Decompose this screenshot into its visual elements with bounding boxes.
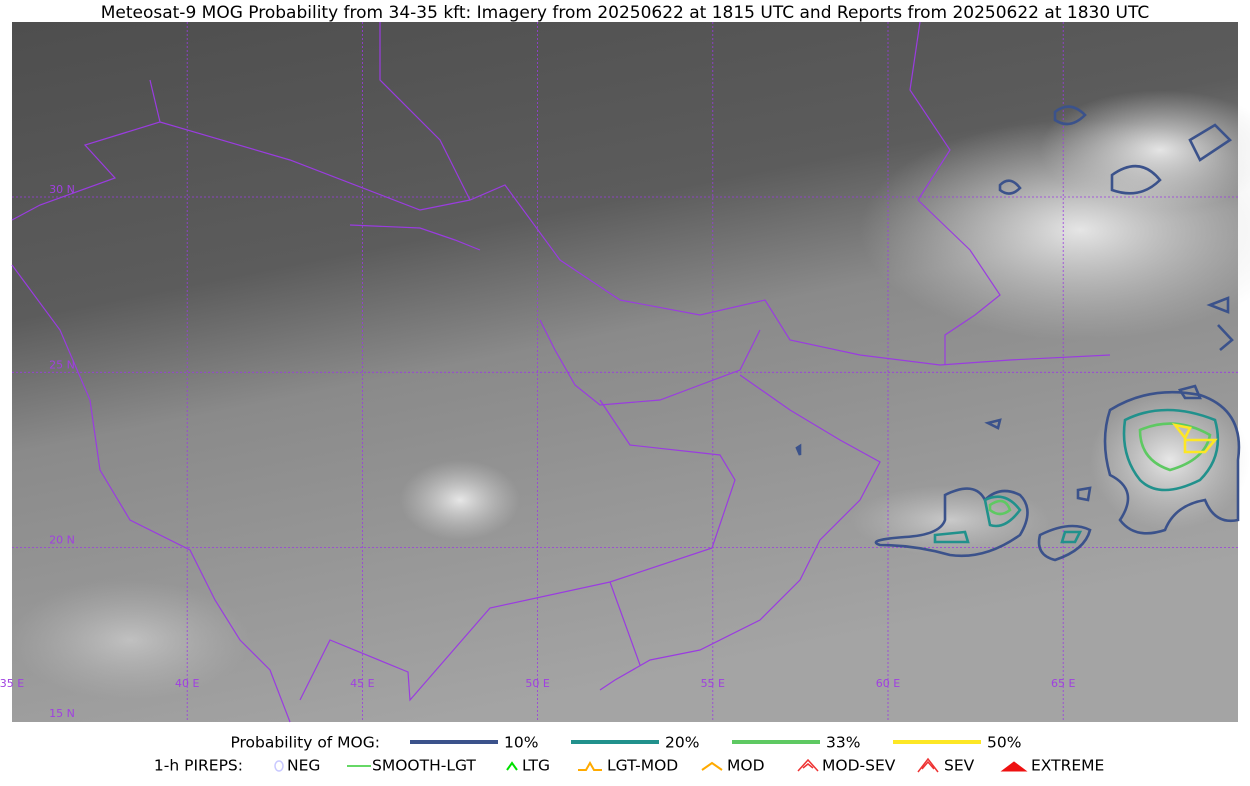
contour-10: [874, 487, 1029, 558]
coastline: [11, 264, 291, 723]
pirep-icon: [1000, 761, 1028, 772]
mog-contours: [795, 105, 1241, 562]
longitude-label: 50 E: [525, 677, 549, 690]
contour-10: [1037, 524, 1092, 562]
pirep-icon: [797, 758, 819, 772]
contour-10: [998, 179, 1022, 195]
border: [609, 581, 641, 666]
title: Meteosat-9 MOG Probability from 34-35 kf…: [101, 3, 1150, 23]
latitude-label: 25 N: [49, 358, 75, 371]
latitude-label: 15 N: [49, 707, 75, 720]
longitude-label: 35 E: [0, 677, 24, 690]
legend-entry: MOD: [727, 757, 765, 775]
legend-entry: EXTREME: [1031, 757, 1104, 775]
border: [349, 224, 481, 251]
legend-entry: NEG: [287, 757, 320, 775]
border: [917, 199, 1001, 365]
pirep-icon: [578, 760, 602, 771]
legend-label: 1-h PIREPS:: [154, 757, 243, 775]
contour-20: [1122, 408, 1220, 492]
pirep-icon: [701, 761, 723, 771]
graticule: 35 E 40 E 45 E 50 E 55 E 60 E 65 E 30 N 25 N 20 N…: [0, 22, 1238, 722]
coastline: [599, 374, 881, 691]
legend-entry: 33%: [826, 734, 860, 752]
longitude-label: 55 E: [701, 677, 725, 690]
contour-10: [795, 384, 1202, 502]
longitude-label: 60 E: [876, 677, 900, 690]
contour-50: [1171, 423, 1192, 441]
contour-10: [1053, 105, 1087, 126]
legend-entry: 10%: [504, 734, 538, 752]
cloud: [1090, 390, 1250, 530]
legend-entry: SMOOTH-LGT: [372, 757, 476, 775]
border: [379, 22, 471, 201]
border: [909, 21, 951, 201]
legend-entry: LTG: [522, 757, 550, 775]
pirep-icon: [917, 757, 939, 773]
contour-50: [1183, 438, 1218, 454]
latitude-label: 20 N: [49, 534, 75, 547]
legend-entry: MOD-SEV: [822, 757, 896, 775]
longitude-label: 45 E: [350, 677, 374, 690]
contour-10: [1206, 296, 1234, 351]
pirep-icon: [274, 760, 284, 772]
contour-20: [933, 495, 1022, 544]
legend-entry: 50%: [987, 734, 1021, 752]
contour-10: [1110, 164, 1162, 195]
contour-10: [1188, 123, 1233, 162]
map: 35 E 40 E 45 E 50 E 55 E 60 E 65 E 30 N 25 N 20 N…: [0, 21, 1250, 723]
cloud: [400, 460, 520, 540]
contour-20: [1060, 530, 1083, 544]
border: [11, 79, 161, 221]
pirep-icon: [506, 761, 518, 771]
contour-33: [988, 499, 1012, 516]
borders: [11, 21, 1111, 723]
latitude-label: 30 N: [49, 183, 75, 196]
cloud: [10, 580, 250, 700]
legend-entry: SEV: [944, 757, 975, 775]
cloud: [1040, 90, 1250, 210]
legend-label: Probability of MOG:: [230, 734, 380, 752]
legend-entry: LGT-MOD: [607, 757, 678, 775]
longitude-label: 40 E: [175, 677, 199, 690]
legend: Probability of MOG: 10% 20% 33% 50% 1-h PIREP…: [154, 734, 1104, 775]
legend-entry: 20%: [665, 734, 699, 752]
longitude-label: 65 E: [1051, 677, 1075, 690]
coastline: [159, 121, 1111, 366]
